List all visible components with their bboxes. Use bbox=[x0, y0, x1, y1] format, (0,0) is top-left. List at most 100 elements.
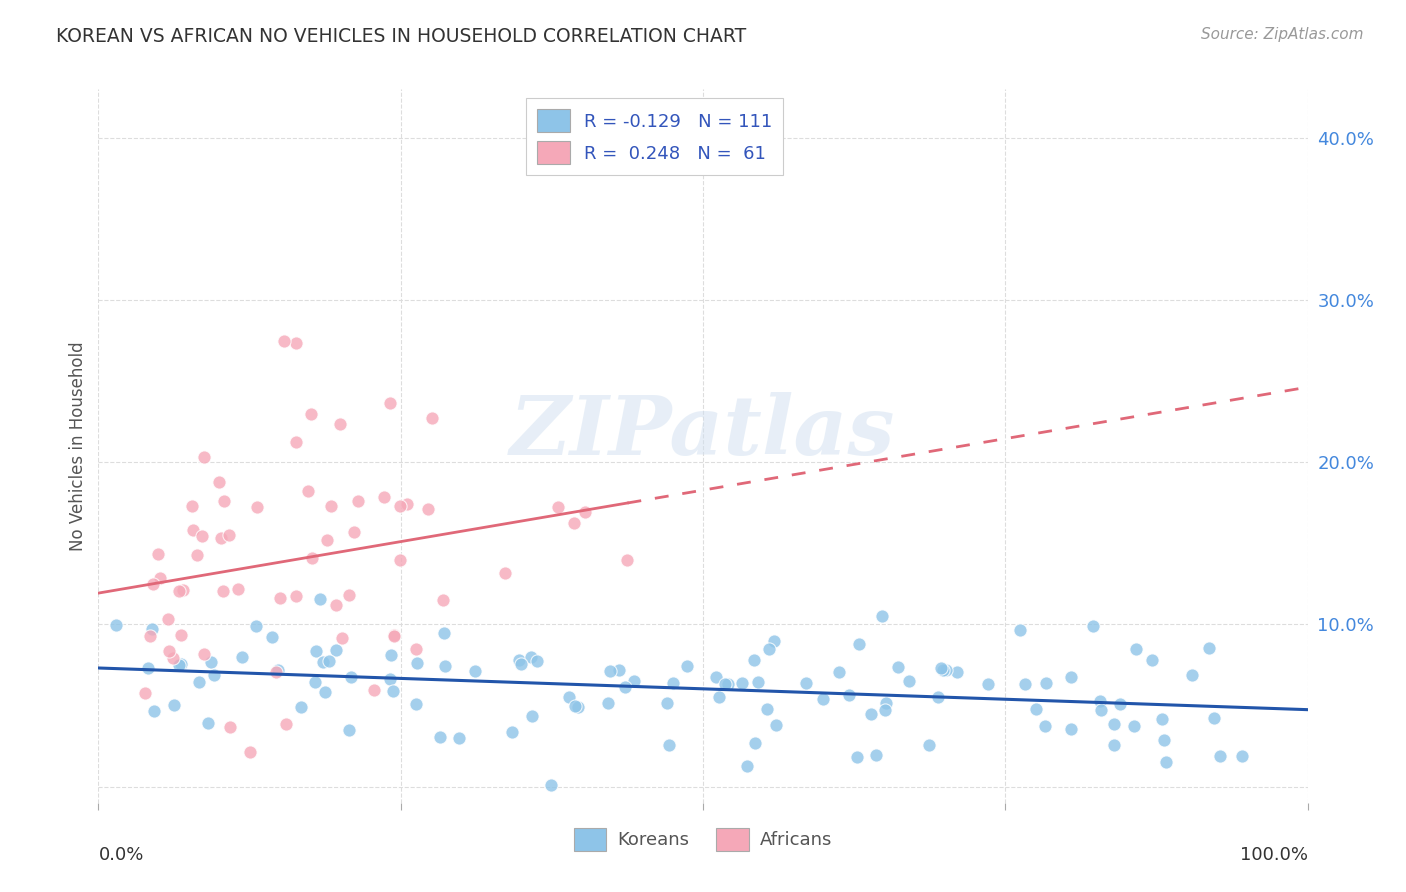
Point bbox=[186, 549, 208, 563]
Point bbox=[927, 690, 949, 705]
Point bbox=[794, 676, 817, 690]
Point bbox=[269, 591, 291, 606]
Point bbox=[574, 505, 596, 519]
Point bbox=[1083, 619, 1105, 633]
Point bbox=[285, 435, 308, 450]
Point bbox=[188, 675, 211, 690]
Point bbox=[180, 499, 202, 513]
Point bbox=[464, 664, 486, 678]
Point bbox=[363, 682, 385, 697]
Point bbox=[418, 502, 440, 516]
Point bbox=[607, 663, 630, 677]
Point bbox=[501, 724, 523, 739]
Point bbox=[977, 677, 1000, 691]
Point bbox=[1153, 733, 1175, 747]
Point bbox=[704, 670, 727, 684]
Text: KOREAN VS AFRICAN NO VEHICLES IN HOUSEHOLD CORRELATION CHART: KOREAN VS AFRICAN NO VEHICLES IN HOUSEHO… bbox=[56, 27, 747, 45]
Point bbox=[382, 628, 405, 642]
Point bbox=[274, 717, 297, 731]
Point bbox=[1230, 748, 1253, 763]
Point bbox=[838, 688, 860, 702]
Point bbox=[319, 499, 342, 513]
Point bbox=[1014, 676, 1036, 690]
Point bbox=[170, 657, 193, 671]
Point bbox=[142, 577, 165, 591]
Point bbox=[887, 660, 910, 674]
Point bbox=[522, 709, 544, 723]
Point bbox=[510, 657, 533, 672]
Point bbox=[266, 663, 288, 677]
Point bbox=[264, 665, 287, 679]
Point bbox=[172, 583, 194, 598]
Point bbox=[191, 528, 214, 542]
Point bbox=[378, 673, 401, 687]
Point bbox=[918, 739, 941, 753]
Point bbox=[744, 736, 766, 750]
Point bbox=[875, 696, 897, 710]
Point bbox=[105, 618, 128, 632]
Point bbox=[226, 582, 249, 596]
Point bbox=[208, 475, 231, 489]
Point bbox=[378, 396, 401, 410]
Point bbox=[329, 417, 352, 432]
Point bbox=[731, 676, 754, 690]
Point bbox=[846, 750, 869, 764]
Point bbox=[340, 670, 363, 684]
Point bbox=[337, 723, 360, 738]
Point bbox=[148, 547, 170, 561]
Point bbox=[931, 661, 953, 675]
Text: 100.0%: 100.0% bbox=[1240, 846, 1308, 863]
Point bbox=[519, 650, 541, 665]
Point bbox=[382, 629, 405, 643]
Point bbox=[193, 450, 215, 464]
Point bbox=[860, 707, 883, 722]
Point bbox=[614, 680, 637, 694]
Point bbox=[747, 675, 769, 690]
Point bbox=[347, 494, 370, 508]
Point bbox=[1109, 697, 1132, 711]
Point bbox=[218, 528, 240, 542]
Point bbox=[596, 696, 619, 710]
Point bbox=[742, 653, 765, 667]
Point bbox=[1122, 719, 1144, 733]
Point bbox=[330, 631, 353, 645]
Point bbox=[1142, 652, 1164, 666]
Point bbox=[932, 663, 955, 677]
Point bbox=[433, 625, 456, 640]
Point bbox=[405, 641, 427, 656]
Point bbox=[813, 691, 835, 706]
Point bbox=[285, 335, 308, 350]
Point bbox=[325, 598, 347, 612]
Point bbox=[662, 676, 685, 690]
Point bbox=[202, 668, 225, 682]
Point bbox=[239, 745, 262, 759]
Point bbox=[167, 657, 190, 672]
Point bbox=[405, 697, 427, 711]
Point bbox=[373, 491, 395, 505]
Point bbox=[540, 778, 562, 792]
Point bbox=[405, 656, 427, 670]
Point bbox=[246, 500, 269, 515]
Point bbox=[343, 525, 366, 540]
Point bbox=[231, 650, 253, 665]
Point bbox=[382, 684, 405, 698]
Point bbox=[616, 553, 638, 567]
Point bbox=[946, 665, 969, 679]
Point bbox=[676, 658, 699, 673]
Point bbox=[134, 686, 156, 700]
Point bbox=[717, 676, 740, 690]
Point bbox=[143, 704, 166, 718]
Text: ZIPatlas: ZIPatlas bbox=[510, 392, 896, 472]
Y-axis label: No Vehicles in Household: No Vehicles in Household bbox=[69, 341, 87, 551]
Point bbox=[337, 588, 360, 602]
Point bbox=[1208, 749, 1230, 764]
Point bbox=[260, 630, 283, 644]
Point bbox=[299, 408, 322, 422]
Text: Source: ZipAtlas.com: Source: ZipAtlas.com bbox=[1201, 27, 1364, 42]
Point bbox=[1060, 722, 1083, 736]
Point bbox=[197, 716, 219, 731]
Point bbox=[756, 702, 779, 716]
Point bbox=[389, 553, 412, 567]
Point bbox=[162, 650, 184, 665]
Point bbox=[508, 653, 530, 667]
